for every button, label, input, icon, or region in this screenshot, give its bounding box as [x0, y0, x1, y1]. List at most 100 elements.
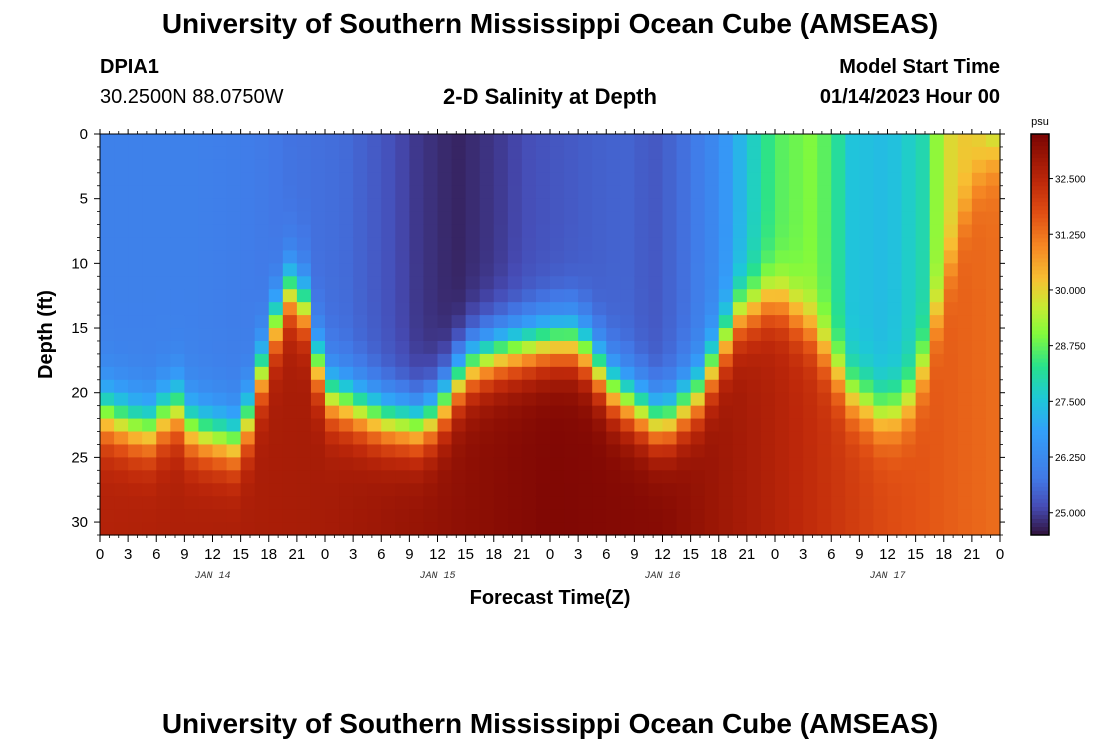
- heatmap-cell: [296, 159, 312, 174]
- heatmap-cell: [718, 146, 734, 161]
- heatmap-cell: [550, 172, 565, 187]
- heatmap-cell: [100, 405, 115, 420]
- heatmap-cell: [184, 418, 200, 433]
- heatmap-cell: [142, 353, 157, 368]
- heatmap-cell: [662, 146, 678, 161]
- heatmap-cell: [395, 159, 410, 174]
- heatmap-cell: [114, 444, 129, 458]
- heatmap-cell: [240, 353, 256, 368]
- heatmap-cell: [381, 211, 396, 226]
- heatmap-cell: [395, 289, 410, 303]
- heatmap-cell: [381, 276, 396, 290]
- heatmap-cell: [915, 340, 931, 355]
- heatmap-cell: [268, 172, 284, 187]
- heatmap-cell: [479, 237, 495, 252]
- heatmap-cell: [648, 340, 664, 355]
- heatmap-cell: [268, 250, 284, 264]
- heatmap-cell: [325, 444, 340, 458]
- heatmap-cell: [578, 250, 593, 264]
- colorbar-swatch: [1031, 314, 1049, 319]
- heatmap-cell: [760, 444, 776, 458]
- heatmap-cell: [170, 276, 185, 290]
- heatmap-cell: [929, 198, 945, 213]
- heatmap-cell: [845, 470, 860, 484]
- heatmap-cell: [620, 483, 635, 497]
- heatmap-cell: [718, 276, 734, 290]
- heatmap-cell: [845, 392, 860, 407]
- heatmap-cell: [971, 159, 987, 174]
- heatmap-cell: [957, 134, 973, 148]
- heatmap-cell: [592, 134, 607, 148]
- heatmap-cell: [985, 444, 1001, 458]
- colorbar-swatch: [1031, 442, 1049, 448]
- y-tick-label: 5: [80, 191, 88, 208]
- heatmap-cell: [943, 315, 959, 329]
- heatmap-cell: [409, 289, 425, 303]
- heatmap-cell: [100, 328, 115, 342]
- heatmap-cell: [592, 483, 607, 497]
- heatmap-cell: [367, 315, 382, 329]
- heatmap-cell: [535, 159, 551, 174]
- heatmap-cell: [845, 509, 860, 523]
- heatmap-cell: [873, 134, 889, 148]
- heatmap-cell: [803, 250, 818, 264]
- heatmap-cell: [212, 431, 228, 446]
- heatmap-cell: [521, 315, 537, 329]
- heatmap-cell: [395, 379, 410, 394]
- heatmap-cell: [620, 470, 635, 484]
- heatmap-cell: [142, 496, 157, 510]
- heatmap-cell: [353, 457, 368, 471]
- heatmap-cell: [648, 289, 664, 303]
- heatmap-cell: [971, 302, 987, 316]
- colorbar-swatch: [1031, 218, 1049, 223]
- heatmap-cell: [268, 146, 284, 161]
- heatmap-cell: [578, 289, 593, 303]
- heatmap-cell: [746, 509, 762, 523]
- heatmap-cell: [732, 366, 748, 381]
- heatmap-cell: [578, 263, 593, 277]
- heatmap-cell: [268, 159, 284, 174]
- heatmap-cell: [296, 392, 312, 407]
- colorbar-swatch: [1031, 530, 1049, 536]
- heatmap-cell: [690, 263, 706, 277]
- heatmap-cell: [634, 353, 650, 368]
- heatmap-cell: [212, 444, 228, 458]
- heatmap-cell: [535, 315, 551, 329]
- heatmap-cell: [887, 340, 903, 355]
- heatmap-cell: [409, 134, 425, 148]
- heatmap-cell: [493, 302, 509, 316]
- heatmap-cell: [268, 237, 284, 252]
- heatmap-cell: [662, 185, 678, 200]
- heatmap-cell: [507, 185, 523, 200]
- colorbar-swatch: [1031, 134, 1049, 139]
- heatmap-cell: [845, 496, 860, 510]
- heatmap-cell: [550, 353, 565, 368]
- heatmap-cell: [198, 457, 214, 471]
- heatmap-cell: [353, 146, 368, 161]
- heatmap-cell: [634, 366, 650, 381]
- heatmap-cell: [887, 276, 903, 290]
- heatmap-cell: [929, 509, 945, 523]
- heatmap-cell: [296, 263, 312, 277]
- heatmap-cell: [381, 172, 396, 187]
- heatmap-cell: [409, 353, 425, 368]
- heatmap-cell: [282, 496, 298, 510]
- heatmap-cell: [353, 211, 368, 226]
- heatmap-cell: [943, 340, 959, 355]
- heatmap-cell: [339, 483, 354, 497]
- heatmap-cell: [451, 185, 467, 200]
- heatmap-cell: [535, 263, 551, 277]
- heatmap-cell: [845, 146, 860, 161]
- heatmap-cell: [592, 159, 607, 174]
- heatmap-cell: [648, 522, 664, 536]
- heatmap-cell: [170, 470, 185, 484]
- heatmap-cell: [451, 237, 467, 252]
- heatmap-cell: [550, 366, 565, 381]
- heatmap-cell: [901, 366, 917, 381]
- heatmap-cell: [254, 509, 270, 523]
- colorbar-tick-label: 26.250: [1055, 453, 1086, 464]
- heatmap-cell: [690, 496, 706, 510]
- heatmap-cell: [156, 302, 171, 316]
- heatmap-cell: [521, 392, 537, 407]
